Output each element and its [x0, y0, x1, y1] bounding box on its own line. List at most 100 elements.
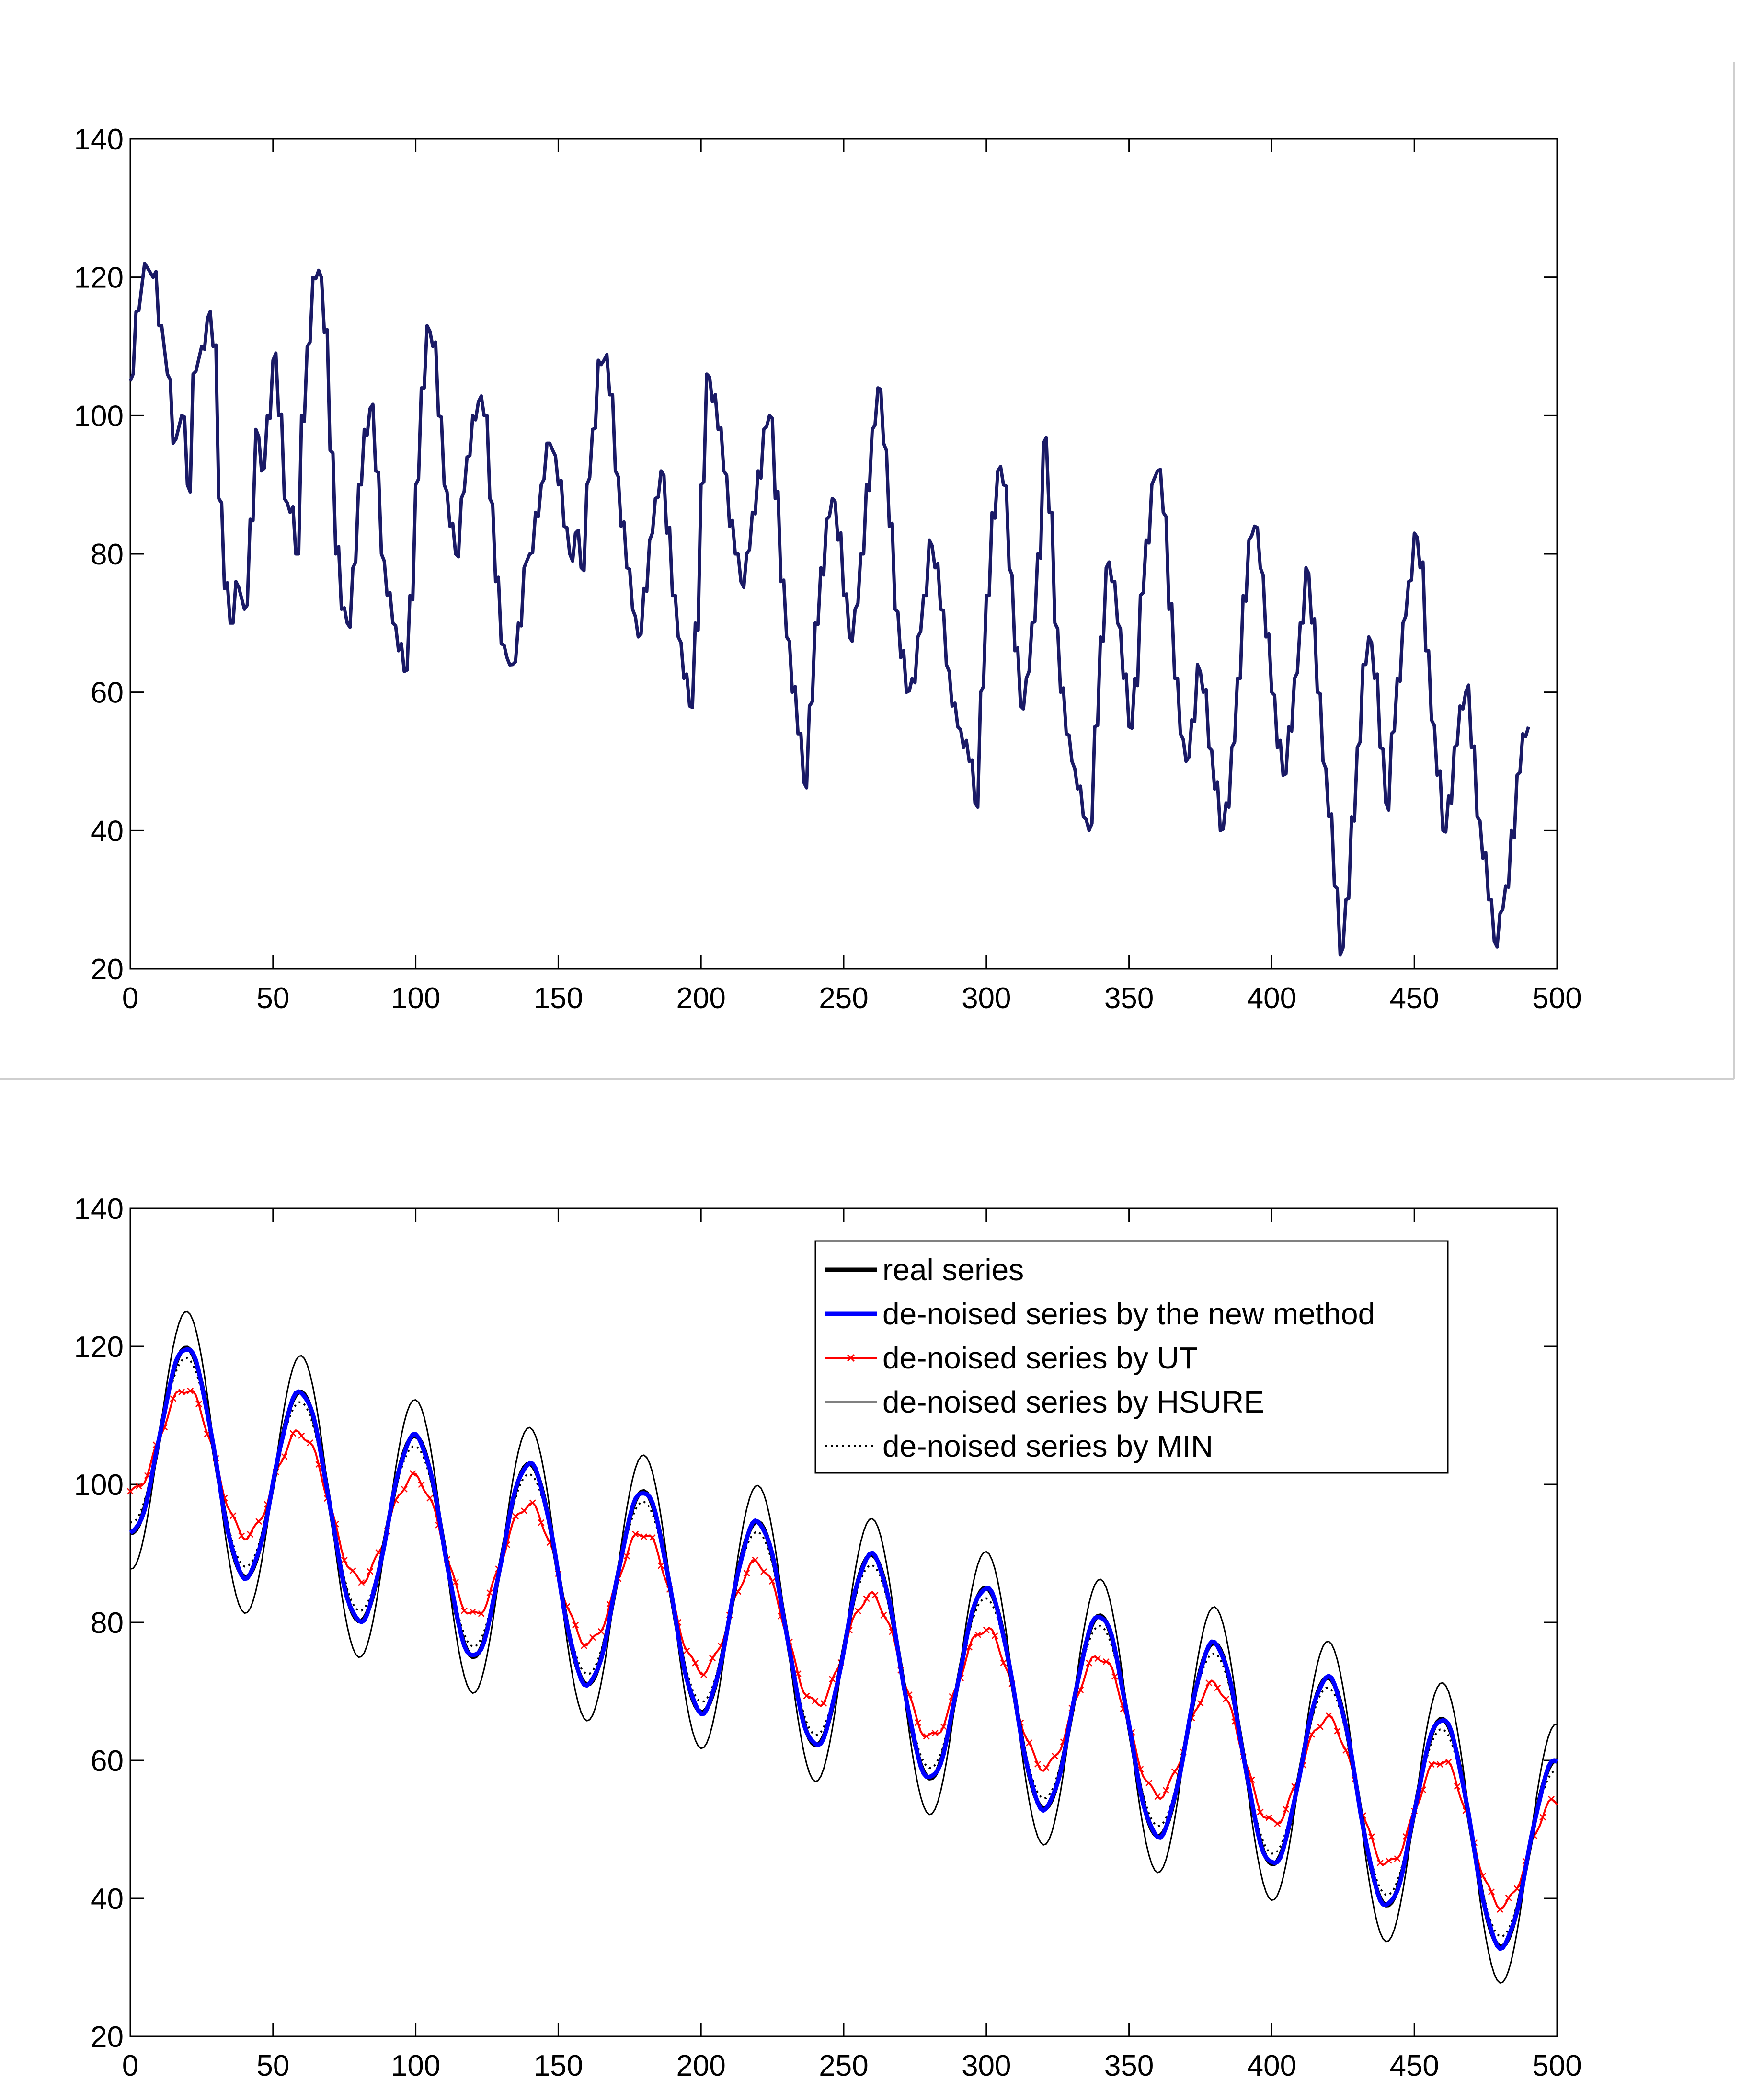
series-marker-ut — [521, 1507, 527, 1515]
series-marker-ut — [1496, 1906, 1503, 1913]
x-tick-label: 250 — [819, 982, 868, 1015]
x-tick-label: 200 — [676, 982, 725, 1015]
series-marker-ut — [709, 1655, 716, 1662]
series-marker-ut — [871, 1592, 879, 1598]
series-marker-ut — [863, 1595, 870, 1602]
series-marker-ut — [247, 1531, 254, 1538]
x-tick-label: 300 — [962, 2049, 1011, 2082]
series-marker-ut — [572, 1621, 579, 1629]
y-tick-label: 140 — [74, 123, 124, 156]
series-marker-ut — [1051, 1752, 1058, 1759]
series-marker-ut — [1154, 1793, 1161, 1800]
series-marker-ut — [1026, 1739, 1033, 1747]
series-marker-ut — [1539, 1814, 1546, 1821]
series-marker-ut — [1454, 1783, 1461, 1790]
x-tick-label: 300 — [962, 982, 1011, 1015]
series-marker-ut — [1376, 1860, 1384, 1866]
x-tick-label: 0 — [122, 982, 138, 1015]
x-tick-label: 100 — [391, 982, 440, 1015]
series-marker-ut — [991, 1632, 998, 1639]
chart-top: 0 50 100 150 200 250 300 350 400 450 500 20 40 60 80 10… — [74, 123, 1582, 1015]
series-marker-ut — [1428, 1761, 1435, 1768]
series-marker-ut — [1145, 1780, 1153, 1786]
series-marker-ut — [298, 1432, 305, 1439]
series-marker-ut — [135, 1483, 142, 1490]
series-marker-ut — [358, 1579, 365, 1586]
legend-label: de-noised series by UT — [882, 1341, 1198, 1375]
series-marker-ut — [281, 1453, 288, 1460]
series-marker-ut — [1513, 1885, 1521, 1892]
x-tick-label: 250 — [819, 2049, 868, 2082]
legend-label: de-noised series by the new method — [882, 1297, 1375, 1331]
series-marker-ut — [974, 1631, 981, 1638]
series-marker-ut — [170, 1395, 177, 1402]
series-marker-ut — [452, 1579, 459, 1586]
series-marker-ut — [914, 1719, 921, 1726]
series-marker-ut — [1086, 1659, 1093, 1667]
series-marker-ut — [983, 1627, 990, 1633]
series-marker-ut — [683, 1647, 690, 1655]
series-marker-ut — [1034, 1760, 1041, 1768]
series-marker-ut — [418, 1481, 425, 1488]
series-marker-ut — [307, 1439, 314, 1447]
x-tick-label: 50 — [256, 2049, 289, 2082]
series-marker-ut — [1394, 1855, 1401, 1862]
legend-label: real series — [882, 1253, 1024, 1287]
series-marker-ut — [1094, 1655, 1101, 1662]
legend: real series de-noised series by the new m… — [814, 1240, 1449, 1474]
series-marker-ut — [367, 1568, 374, 1575]
series-marker-ut — [1265, 1814, 1272, 1821]
y-tick-label: 60 — [91, 677, 124, 710]
series-marker-ut — [529, 1499, 536, 1506]
x-tick-label: 50 — [256, 982, 289, 1015]
series-marker-ut — [812, 1698, 819, 1704]
series-line-4 — [130, 1357, 1558, 1938]
series-marker-ut — [769, 1578, 776, 1585]
x-tick-label: 400 — [1247, 2049, 1296, 2082]
x-tick-label: 450 — [1389, 2049, 1439, 2082]
series-marker-ut — [1205, 1679, 1213, 1687]
series-line-observed — [128, 262, 1530, 957]
series-marker-ut — [649, 1534, 656, 1541]
series-marker-ut — [409, 1470, 416, 1477]
x-tick-label: 150 — [534, 2049, 583, 2082]
series-marker-ut — [187, 1387, 194, 1394]
series-marker-ut — [1197, 1700, 1204, 1707]
y-tick-label: 60 — [91, 1745, 124, 1778]
series-marker-ut — [829, 1676, 836, 1683]
x-tick-label: 450 — [1389, 982, 1439, 1015]
series-marker-ut — [1214, 1684, 1221, 1691]
legend-label: de-noised series by MIN — [882, 1429, 1213, 1463]
series-marker-ut — [1488, 1888, 1495, 1895]
series-marker-ut — [1000, 1659, 1007, 1666]
y-tick-label: 20 — [91, 2021, 124, 2054]
series-marker-ut — [1436, 1761, 1443, 1768]
series-marker-ut — [127, 1488, 134, 1495]
y-tick-label: 80 — [91, 1607, 124, 1640]
series-marker-ut — [1445, 1759, 1452, 1765]
series-marker-ut — [1505, 1894, 1512, 1901]
series-marker-ut — [1171, 1768, 1178, 1775]
x-tick-label: 500 — [1532, 2049, 1581, 2082]
series-marker-ut — [1385, 1857, 1392, 1864]
series-marker-ut — [589, 1634, 596, 1641]
series-marker-ut — [1103, 1658, 1110, 1665]
x-tick-label: 400 — [1247, 982, 1296, 1015]
series-marker-ut — [1257, 1808, 1264, 1816]
x-tick-label: 500 — [1532, 982, 1581, 1015]
series-marker-ut — [597, 1628, 605, 1635]
x-tick-label: 350 — [1104, 982, 1154, 1015]
series-marker-ut — [692, 1660, 699, 1667]
y-tick-label: 120 — [74, 1331, 124, 1364]
series-marker-ut — [478, 1610, 485, 1617]
series-marker-ut — [1368, 1833, 1375, 1840]
series-marker-ut — [880, 1611, 887, 1619]
y-tick-label: 40 — [91, 815, 124, 848]
series-marker-ut — [195, 1401, 202, 1407]
x-tick-label: 150 — [534, 982, 583, 1015]
x-tick-label: 350 — [1104, 2049, 1154, 2082]
series-marker-ut — [1163, 1787, 1169, 1794]
series-marker-ut — [426, 1494, 434, 1502]
series-marker-ut — [931, 1729, 939, 1736]
